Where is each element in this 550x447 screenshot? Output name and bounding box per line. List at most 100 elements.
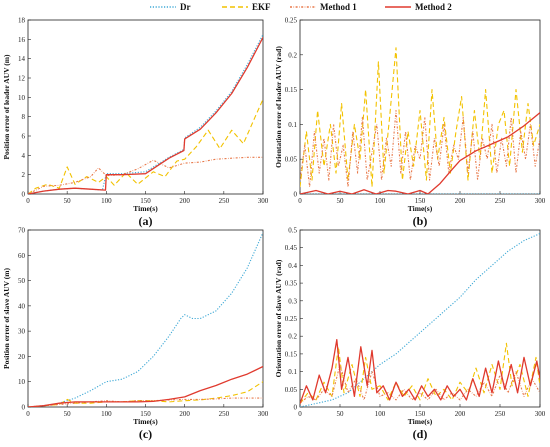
y-tick-label: 0.45 [285, 244, 298, 252]
y-tick-label: 0 [294, 191, 298, 199]
y-tick-label: 0.05 [285, 156, 298, 164]
series-group [300, 232, 540, 407]
x-tick-label: 100 [375, 197, 386, 205]
series-line-ekf [28, 99, 263, 194]
x-axis-label: Time(s) [133, 417, 158, 426]
plot-area [299, 19, 541, 195]
y-tick-label: 12 [18, 75, 26, 83]
x-tick-label: 150 [140, 410, 151, 418]
x-tick-label: 200 [179, 197, 190, 205]
y-axis-label: Orientation error of slave AUV (rad) [274, 259, 283, 377]
y-tick-label: 50 [18, 277, 26, 285]
series-group [28, 34, 263, 194]
x-tick-label: 50 [64, 410, 72, 418]
y-axis-label: Orientation error of leader AUV (rad) [274, 46, 283, 168]
x-tick-label: 150 [140, 197, 151, 205]
x-tick-label: 250 [495, 410, 506, 418]
series-line-method-2 [28, 365, 263, 407]
panel-tag: (b) [413, 214, 428, 228]
y-tick-label: 0.1 [288, 121, 297, 129]
panel-d: 0 50 100 150 200 250 300 0 0.05 0.1 0.15 0.2 0.25 0.3… [274, 227, 546, 442]
x-axis-label: Time(s) [408, 417, 433, 426]
y-tick-label: 0 [22, 191, 26, 199]
y-tick-label: 0 [294, 404, 298, 412]
x-tick-label: 50 [64, 197, 72, 205]
panel-tag: (a) [139, 214, 153, 228]
y-tick-label: 2 [22, 171, 26, 179]
panel-tag: (d) [413, 427, 428, 441]
legend-label: Method 1 [320, 2, 357, 12]
x-axis-label: Time(s) [133, 204, 158, 213]
x-tick-label: 50 [337, 197, 345, 205]
series-line-dr [28, 232, 263, 407]
y-tick-label: 30 [18, 328, 26, 336]
series-line-ekf [300, 47, 540, 188]
x-tick-label: 0 [26, 197, 30, 205]
x-tick-label: 300 [535, 197, 546, 205]
y-axis-label: Position error of leader AUV (m) [2, 54, 11, 160]
y-tick-label: 4 [22, 152, 26, 160]
x-tick-label: 250 [219, 410, 230, 418]
x-tick-label: 200 [455, 410, 466, 418]
y-tick-label: 0.5 [288, 227, 297, 235]
x-tick-label: 0 [298, 410, 302, 418]
legend-label: Method 2 [415, 2, 452, 12]
x-tick-label: 150 [415, 197, 426, 205]
y-tick-label: 0.35 [285, 280, 298, 288]
y-tick-label: 0.25 [285, 17, 298, 25]
series-line-method-1 [28, 397, 263, 407]
x-tick-label: 0 [26, 410, 30, 418]
y-tick-label: 18 [18, 17, 26, 25]
x-tick-label: 200 [455, 197, 466, 205]
x-tick-label: 150 [415, 410, 426, 418]
x-tick-label: 200 [179, 410, 190, 418]
y-tick-label: 0.05 [285, 386, 298, 394]
y-tick-label: 14 [18, 55, 26, 63]
series-group [28, 232, 263, 407]
y-tick-label: 70 [18, 227, 26, 235]
y-tick-label: 40 [18, 302, 26, 310]
y-tick-label: 8 [22, 113, 26, 121]
x-tick-label: 50 [337, 410, 345, 418]
panel-tag: (c) [139, 427, 152, 441]
series-line-ekf [300, 342, 540, 404]
y-tick-label: 0.2 [288, 333, 297, 341]
y-tick-label: 60 [18, 252, 26, 260]
y-tick-label: 0.15 [285, 86, 298, 94]
y-tick-label: 0.25 [285, 315, 298, 323]
legend-entry-dr: Dr [150, 2, 191, 12]
y-tick-label: 0.2 [288, 51, 297, 59]
x-tick-label: 100 [375, 410, 386, 418]
panel-b: 0 50 100 150 200 250 300 0 0.05 0.1 0.15 0.2 0.25 Tim… [274, 17, 546, 229]
x-tick-label: 0 [298, 197, 302, 205]
x-axis-label: Time(s) [408, 204, 433, 213]
legend-entry-method-1: Method 1 [290, 2, 357, 12]
series-line-method-2 [28, 37, 263, 194]
legend-label: Dr [180, 2, 191, 12]
plot-area [27, 19, 264, 195]
panel-a: 0 50 100 150 200 250 300 0 2 4 6 8 10 12 14 16 18 Time(s)… [2, 17, 269, 229]
y-tick-label: 10 [18, 378, 26, 386]
legend-label: EKF [252, 2, 271, 12]
y-tick-label: 0.15 [285, 350, 298, 358]
y-tick-label: 20 [18, 353, 26, 361]
y-tick-label: 0 [22, 404, 26, 412]
y-tick-label: 6 [22, 133, 26, 141]
x-tick-label: 300 [258, 410, 269, 418]
y-tick-label: 0.3 [288, 297, 297, 305]
plot-area [27, 229, 264, 408]
series-line-method-2 [300, 339, 540, 404]
x-tick-label: 250 [495, 197, 506, 205]
y-tick-label: 0.4 [288, 262, 297, 270]
x-tick-label: 300 [258, 197, 269, 205]
legend-entry-ekf: EKF [222, 2, 271, 12]
legend-entry-method-2: Method 2 [385, 2, 452, 12]
x-tick-label: 100 [101, 410, 112, 418]
legend: Dr EKF Method 1 Method 2 [150, 2, 452, 12]
series-group [300, 47, 540, 194]
x-tick-label: 250 [219, 197, 230, 205]
y-tick-label: 16 [18, 36, 26, 44]
panel-c: 0 50 100 150 200 250 300 0 10 20 30 40 50 60 70 Time(s)… [2, 227, 269, 442]
y-tick-label: 0.1 [288, 368, 297, 376]
